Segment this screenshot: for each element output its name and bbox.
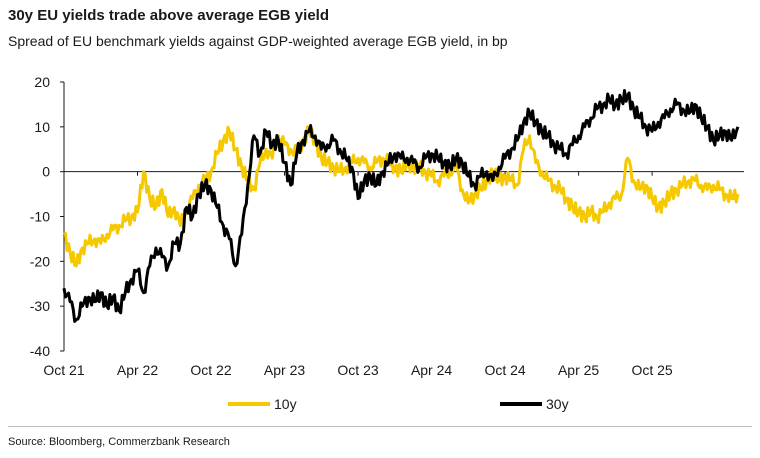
series-layer (62, 89, 740, 323)
x-tick-label: Oct 23 (337, 362, 378, 378)
y-tick-label: -10 (30, 209, 50, 225)
series-line-30y (62, 89, 740, 323)
legend: 10y 30y (228, 396, 569, 412)
x-axis: Oct 21 Apr 22 Oct 22 Apr 23 Oct 23 Apr 24 Oct … (43, 171, 744, 378)
y-axis: -40 -30 -20 -10 0 10 20 (30, 74, 65, 359)
x-tick-label: Apr 23 (264, 362, 305, 378)
x-tick-label: Oct 24 (484, 362, 525, 378)
x-tick-label: Apr 22 (117, 362, 158, 378)
x-tick-label: Oct 25 (631, 362, 672, 378)
y-tick-label: -30 (30, 298, 50, 314)
x-tick-label: Oct 21 (43, 362, 84, 378)
y-tick-label: -40 (30, 343, 50, 359)
chart-subtitle: Spread of EU benchmark yields against GD… (8, 33, 508, 49)
series-line-10y (63, 125, 740, 268)
legend-label-10y: 10y (274, 396, 297, 412)
y-tick-label: 10 (34, 119, 50, 135)
x-tick-label: Apr 24 (411, 362, 452, 378)
line-chart: -40 -30 -20 -10 0 10 20 Oct 21 Apr 22 Oct 22 Apr … (30, 74, 744, 412)
y-tick-label: -20 (30, 253, 50, 269)
y-tick-label: 0 (42, 164, 50, 180)
legend-label-30y: 30y (546, 396, 569, 412)
chart-title: 30y EU yields trade above average EGB yi… (8, 7, 329, 24)
y-tick-label: 20 (34, 74, 50, 90)
x-tick-label: Apr 25 (558, 362, 599, 378)
footer-divider (8, 426, 752, 427)
source-note: Source: Bloomberg, Commerzbank Research (8, 436, 230, 448)
x-tick-label: Oct 22 (190, 362, 231, 378)
